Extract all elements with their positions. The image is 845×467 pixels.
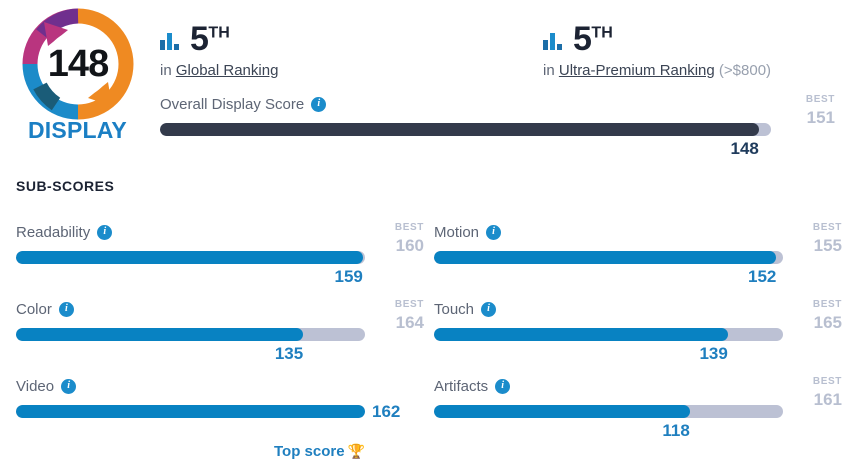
top-score-label: Top score — [273, 443, 345, 460]
info-icon[interactable]: i — [486, 224, 502, 240]
subscore-bar-video: 162 Top score 🏆 — [16, 402, 400, 460]
ultra-premium-rank-prefix: in — [543, 62, 555, 79]
top-score-badge-video: Top score 🏆 — [274, 443, 365, 460]
subscore-row-touch: Touch i BEST 165 139 — [434, 299, 845, 376]
ultra-premium-rank-ordinal: TH — [591, 24, 613, 42]
overall-score-label: Overall Display Score — [160, 95, 305, 113]
subscore-value-artifacts: 118 — [662, 421, 690, 440]
best-value: 161 — [813, 390, 842, 409]
global-rank-caption: in Global Ranking — [160, 62, 278, 79]
subscore-best-motion: BEST 155 — [786, 222, 842, 256]
best-word: BEST — [394, 299, 424, 310]
best-word: BEST — [394, 222, 424, 233]
subscore-row-readability: Readability i BEST 160 159 — [16, 222, 434, 299]
best-value: 164 — [395, 313, 424, 332]
best-word: BEST — [812, 222, 842, 233]
info-icon[interactable]: i — [311, 96, 327, 112]
subscore-fill — [434, 328, 728, 341]
ultra-premium-ranking-block: 5TH in Ultra-Premium Ranking (>$800) — [543, 14, 771, 79]
ultra-premium-price-note: (>$800) — [718, 62, 772, 79]
ultra-premium-rank-position: 5TH — [573, 20, 613, 58]
overall-display-score: Overall Display Score i BEST 151 148 — [160, 94, 835, 158]
bar-chart-icon — [160, 33, 179, 50]
best-word: BEST — [812, 376, 842, 387]
best-value: 155 — [813, 236, 842, 255]
display-score-badge: 148 DISPLAY — [10, 6, 145, 146]
subscore-fill — [16, 405, 365, 418]
subscore-bar-color: 135 — [16, 328, 365, 363]
global-rank-prefix: in — [160, 62, 172, 79]
subscore-bar-touch: 139 — [434, 328, 783, 363]
subscore-row-video: Video i 162 Top score 🏆 — [16, 376, 434, 460]
subscore-label-artifacts: Artifacts — [434, 377, 489, 395]
overall-score-value: 148 — [730, 139, 759, 158]
subscore-fill — [434, 251, 777, 264]
subscore-value-readability: 159 — [334, 267, 363, 286]
subscore-track — [16, 405, 365, 418]
subscore-track — [434, 405, 783, 418]
ultra-premium-ranking-link[interactable]: Ultra-Premium Ranking — [558, 62, 715, 79]
best-value: 160 — [395, 236, 424, 255]
info-icon[interactable]: i — [481, 301, 497, 317]
bar-chart-icon — [543, 33, 562, 50]
trophy-icon: 🏆 — [347, 443, 365, 459]
best-word: BEST — [812, 299, 842, 310]
subscore-row-color: Color i BEST 164 135 — [16, 299, 434, 376]
global-ranking-block: 5TH in Global Ranking — [160, 14, 278, 79]
global-ranking-link[interactable]: Global Ranking — [175, 62, 279, 79]
subscores-column-right: Motion i BEST 155 152 Touch i — [434, 222, 845, 453]
subscore-value-video: 162 — [372, 402, 401, 421]
subscore-track — [434, 251, 783, 264]
subscore-value-color: 135 — [274, 344, 304, 363]
badge-ring-icon — [22, 8, 134, 120]
overall-score-track — [160, 123, 771, 136]
overall-best-word: BEST — [805, 94, 835, 105]
overall-score-fill — [160, 123, 759, 136]
subscores-heading: SUB-SCORES — [16, 178, 115, 194]
global-rank-position: 5TH — [190, 20, 230, 58]
subscore-fill — [16, 251, 363, 264]
subscore-label-color: Color — [16, 300, 52, 318]
subscore-best-artifacts: BEST 161 — [786, 376, 842, 410]
overall-best-block: BEST 151 — [773, 94, 835, 128]
subscore-fill — [16, 328, 304, 341]
overall-best-value: 151 — [806, 108, 835, 127]
subscore-track — [16, 328, 365, 341]
subscore-bar-motion: 152 — [434, 251, 783, 286]
badge-score-value: 148 — [47, 42, 109, 85]
best-value: 165 — [813, 313, 842, 332]
subscore-track — [434, 328, 783, 341]
subscore-bar-readability: 159 — [16, 251, 365, 286]
subscore-best-color: BEST 164 — [368, 299, 424, 333]
ultra-premium-rank-caption: in Ultra-Premium Ranking (>$800) — [543, 62, 771, 79]
overall-score-bar: 148 — [160, 123, 771, 158]
subscore-best-touch: BEST 165 — [786, 299, 842, 333]
info-icon[interactable]: i — [61, 378, 77, 394]
subscore-row-motion: Motion i BEST 155 152 — [434, 222, 845, 299]
global-rank-ordinal: TH — [208, 24, 230, 42]
subscore-value-motion: 152 — [747, 267, 777, 286]
info-icon[interactable]: i — [97, 224, 113, 240]
info-icon[interactable]: i — [495, 378, 511, 394]
info-icon[interactable]: i — [58, 301, 74, 317]
subscore-best-readability: BEST 160 — [368, 222, 424, 256]
subscore-label-readability: Readability — [16, 223, 91, 241]
subscore-value-touch: 139 — [699, 344, 728, 363]
subscore-label-touch: Touch — [434, 300, 475, 318]
subscores-column-left: Readability i BEST 160 159 Color i — [16, 222, 434, 460]
subscore-fill — [434, 405, 690, 418]
badge-category-label: DISPLAY — [28, 117, 127, 143]
subscore-bar-artifacts: 118 — [434, 405, 783, 440]
subscore-label-video: Video — [16, 377, 55, 395]
subscore-track — [16, 251, 365, 264]
subscore-label-motion: Motion — [434, 223, 480, 241]
subscore-row-artifacts: Artifacts i BEST 161 118 — [434, 376, 845, 453]
